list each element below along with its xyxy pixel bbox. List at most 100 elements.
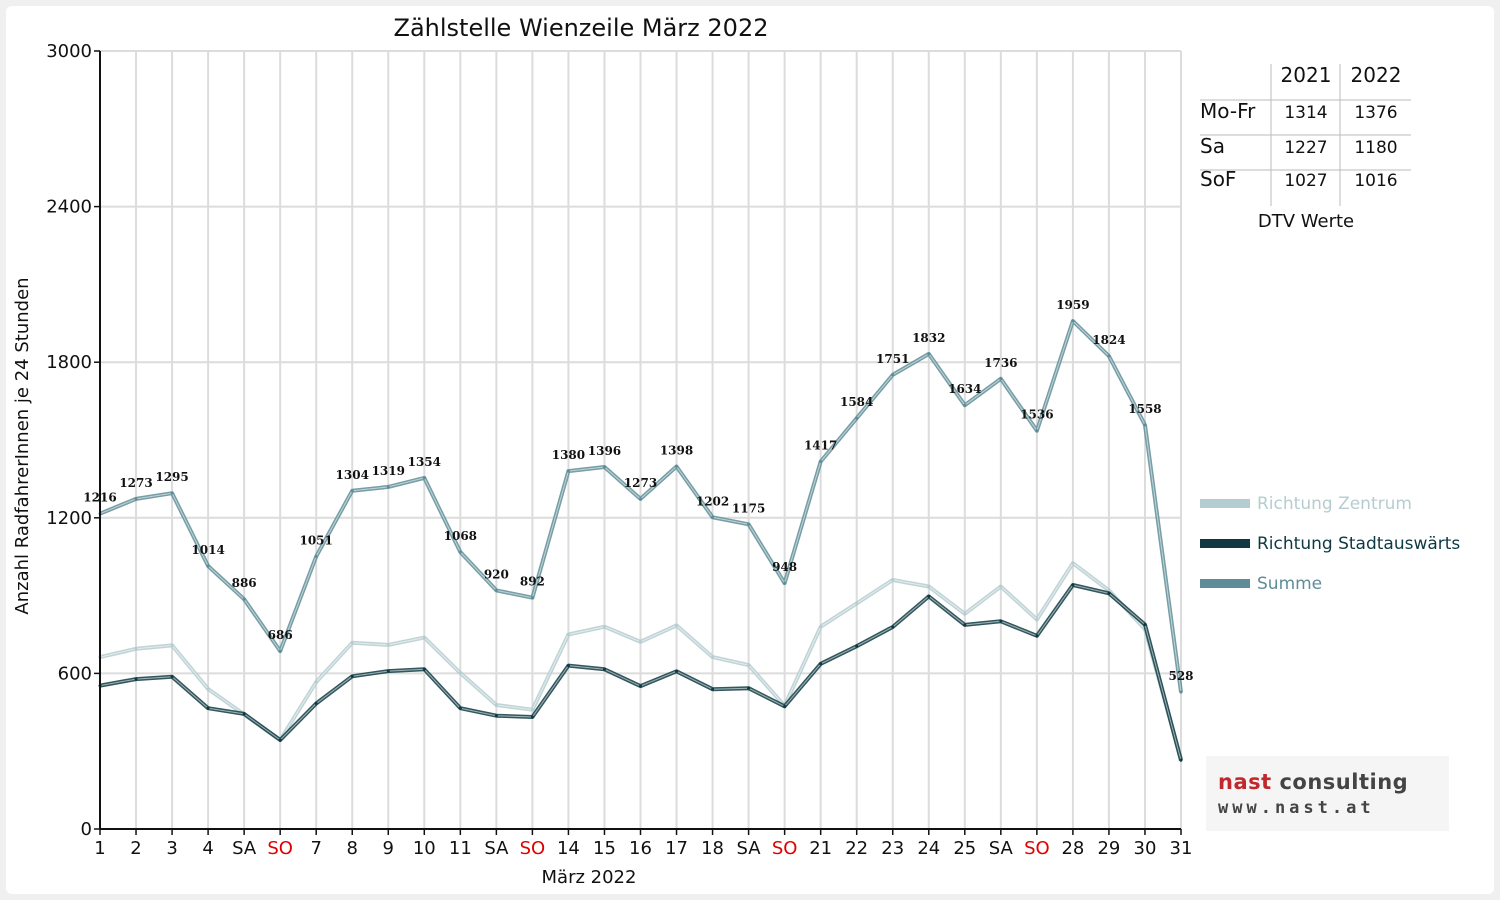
data-point — [494, 703, 498, 707]
dtv-header: 2021 — [1281, 63, 1332, 87]
x-tick-label: 16 — [629, 838, 652, 859]
x-tick-label: 4 — [202, 838, 213, 859]
data-point — [278, 738, 282, 742]
data-point — [494, 714, 498, 718]
data-point — [170, 675, 174, 679]
series-lines — [98, 319, 1183, 762]
legend-entry: Richtung Zentrum — [1257, 494, 1412, 514]
dtv-row-label: Sa — [1200, 134, 1225, 158]
dtv-cell: 1180 — [1354, 138, 1397, 158]
x-tick-label: SA — [737, 838, 762, 859]
data-label: 892 — [520, 575, 545, 589]
data-point — [530, 708, 534, 712]
data-point — [458, 550, 462, 554]
data-point — [1035, 617, 1039, 621]
data-point — [783, 581, 787, 585]
data-label: 1751 — [876, 352, 909, 366]
x-tick-label: SA — [232, 838, 257, 859]
x-tick-label: 18 — [701, 838, 724, 859]
logo-brand-rest: consulting — [1279, 770, 1409, 794]
legend-entry: Richtung Stadtauswärts — [1257, 534, 1460, 554]
data-point — [206, 706, 210, 710]
company-logo: nast consulting www.nast.at — [1206, 756, 1449, 831]
data-label: 1634 — [948, 382, 981, 396]
data-point — [242, 597, 246, 601]
data-point — [963, 623, 967, 627]
data-label: 1319 — [372, 464, 405, 478]
legend-swatch — [1200, 499, 1250, 508]
data-point — [891, 578, 895, 582]
data-point — [134, 647, 138, 651]
data-label: 1202 — [696, 494, 729, 508]
x-tick-label: 31 — [1170, 838, 1193, 859]
logo-url: www.nast.at — [1218, 798, 1375, 818]
legend-swatch — [1200, 579, 1250, 588]
x-tick-label: 29 — [1097, 838, 1120, 859]
x-tick-label: 3 — [166, 838, 177, 859]
data-label: 1396 — [588, 444, 621, 458]
data-point — [134, 677, 138, 681]
data-point — [422, 636, 426, 640]
data-point — [747, 686, 751, 690]
legend: Richtung Zentrum Richtung Stadtauswärts Su… — [1200, 494, 1460, 594]
x-tick-label: 24 — [917, 838, 940, 859]
data-point — [927, 585, 931, 589]
y-tick-labels: 0 600 1200 1800 2400 3000 — [46, 41, 92, 840]
x-tick-label: SA — [484, 838, 509, 859]
data-label: 1584 — [840, 395, 873, 409]
data-point — [675, 464, 679, 468]
data-label: 1824 — [1092, 333, 1125, 347]
axes — [94, 50, 1182, 835]
data-point — [711, 655, 715, 659]
x-axis-label: März 2022 — [542, 867, 637, 888]
data-point — [855, 644, 859, 648]
data-point — [999, 585, 1003, 589]
data-point — [602, 667, 606, 671]
data-point — [1071, 583, 1075, 587]
dtv-row-label: SoF — [1200, 167, 1236, 191]
data-point — [458, 706, 462, 710]
data-point — [206, 564, 210, 568]
y-tick-label: 2400 — [46, 197, 92, 218]
data-point — [422, 476, 426, 480]
y-tick-label: 3000 — [46, 41, 92, 62]
x-tick-label: 23 — [881, 838, 904, 859]
dtv-cell: 1376 — [1354, 103, 1397, 123]
data-label: 1736 — [984, 356, 1017, 370]
data-point — [1179, 758, 1183, 762]
x-tick-label: 11 — [449, 838, 472, 859]
data-point — [1071, 319, 1075, 323]
x-tick-label: 8 — [347, 838, 358, 859]
data-point — [530, 596, 534, 600]
dtv-cell: 1016 — [1354, 171, 1397, 191]
legend-swatch — [1200, 539, 1250, 548]
data-point — [747, 522, 751, 526]
data-point — [566, 664, 570, 668]
chart-title: Zählstelle Wienzeile März 2022 — [394, 14, 769, 42]
data-point — [711, 515, 715, 519]
data-label: 1536 — [1020, 408, 1053, 422]
data-point — [891, 625, 895, 629]
data-point — [314, 554, 318, 558]
data-label: 1832 — [912, 331, 945, 345]
data-label: 1380 — [552, 448, 585, 462]
data-point — [170, 643, 174, 647]
data-label: 1051 — [299, 533, 332, 547]
data-label: 948 — [772, 560, 797, 574]
data-point — [927, 594, 931, 598]
data-point — [855, 601, 859, 605]
chart-frame: 0 600 1200 1800 2400 3000 1 2 3 4 SA SO 7 8 9 10 11 SA SO… — [6, 6, 1494, 894]
x-tick-label: 7 — [310, 838, 321, 859]
data-point — [639, 684, 642, 688]
data-point — [602, 465, 606, 469]
data-label: 1295 — [155, 470, 188, 484]
data-point — [855, 416, 859, 420]
x-tick-label: 14 — [557, 838, 580, 859]
data-point — [278, 649, 282, 653]
dtv-cell: 1314 — [1284, 103, 1327, 123]
data-point — [1143, 423, 1147, 427]
dtv-cell: 1027 — [1284, 171, 1327, 191]
data-label: 1354 — [408, 455, 441, 469]
x-tick-label: SO — [772, 838, 798, 859]
data-label: 1417 — [804, 439, 837, 453]
